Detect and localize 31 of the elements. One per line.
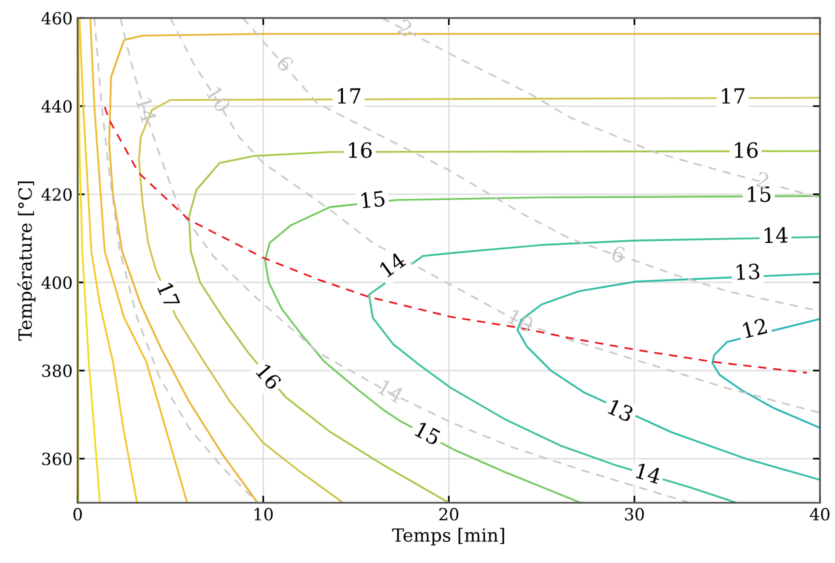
annotation: 17 [157,282,180,309]
x-axis-title: Temps [min] [392,528,504,546]
annotation: 17 [338,88,360,104]
annotation: 16 [349,142,372,158]
annotation: 17 [722,88,745,104]
annotation: 16 [735,142,758,158]
y-tick-label: 360 [42,452,72,466]
y-axis-title: Température [°C] [17,181,36,341]
y-tick-label: 380 [42,364,72,378]
annotation: 15 [414,421,442,446]
annotation: 16 [255,363,282,391]
x-tick-label: 40 [810,508,830,521]
x-tick-label: 30 [625,508,644,521]
x-tick-label: 10 [254,508,273,521]
y-tick-label: 420 [41,188,72,201]
annotation: 10 [206,86,232,114]
annotation: 13 [607,398,634,422]
annotation: 14 [136,97,158,124]
annotation: 2 [756,171,770,189]
annotation: 12 [742,318,768,338]
y-tick-label: 400 [41,276,72,289]
y-tick-label: 460 [41,12,72,25]
annotation: 15 [361,190,385,208]
x-tick-label: 0 [73,508,82,521]
annotation: 14 [764,227,788,243]
annotation: 13 [736,263,760,280]
x-tick-label: 20 [439,508,458,521]
annotation: 14 [635,462,662,484]
annotation: 2 [397,18,413,37]
annotation: 14 [378,252,406,278]
y-tick-label: 440 [41,100,72,113]
